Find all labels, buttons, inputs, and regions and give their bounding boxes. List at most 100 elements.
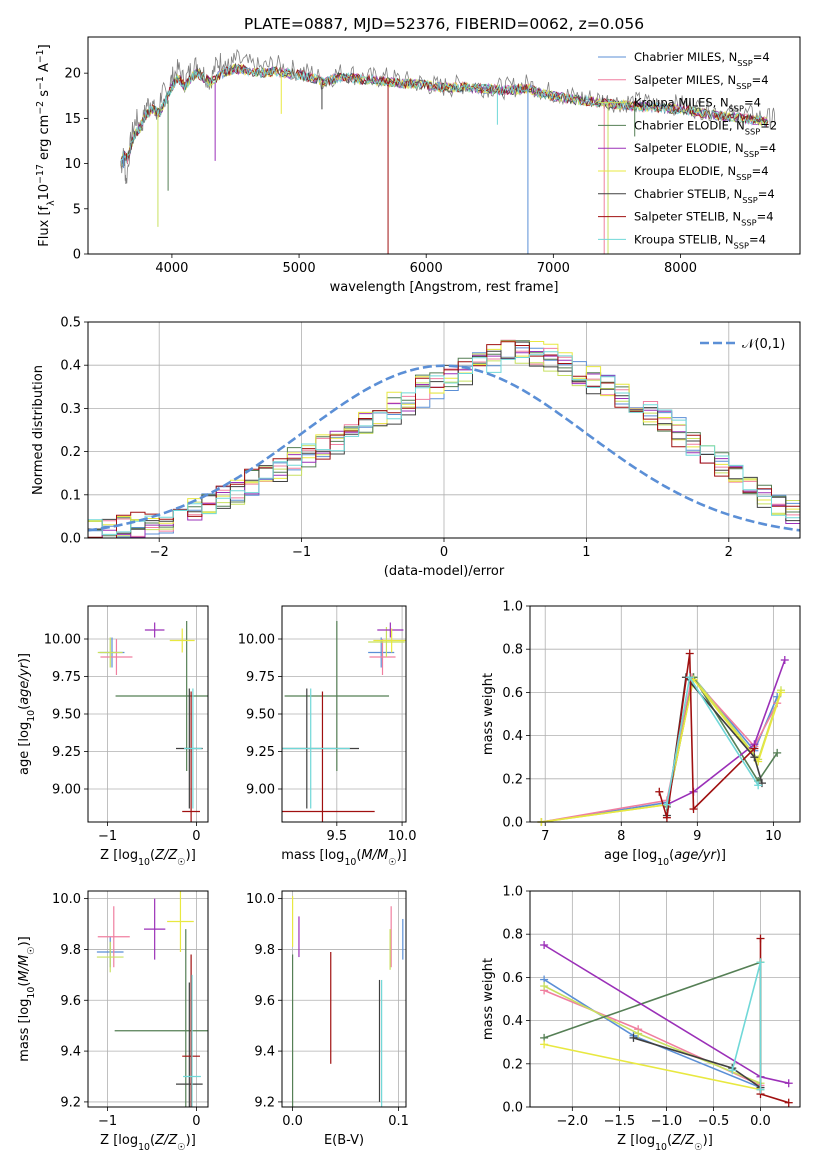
y-tick-label: 0.0 [60,532,81,547]
x-tick-label: 4000 [155,261,188,276]
y-tick-label: 0.2 [502,772,523,787]
x-tick-label: 0.1 [388,1114,409,1129]
axes-frame [87,36,801,255]
panel-weight-vs-age: 7 8 9 10 0.0 0.2 0.4 0.6 0.8 1.0 age [log10(age/yr… [481,600,801,868]
y-tick-label: 0.6 [502,686,523,701]
legend-label: Salpeter ELODIE, NSSP=4 [634,141,776,159]
x-axis-title: Z [log10(Z/Z☉)] [100,848,196,868]
y-axis-title: mass weight [481,673,496,755]
panel-mass-vs-z: −1 0 9.2 9.4 9.6 9.8 10.0 Z [log10(Z/Z☉)] mass [… [17,890,209,1153]
y-tick-label: 0.1 [60,488,81,503]
y-tick-label: 20 [64,67,81,82]
axes-frame [87,605,209,823]
y-axis-title: Normed distribution [31,365,46,495]
x-axis-title: mass [log10(M/M☉)] [281,848,407,868]
legend-label: 𝒩(0,1) [742,337,785,352]
panel-residuals: −2 −1 0 1 2 0.0 0.1 0.2 0.3 0.4 0.5 (data-model)/er… [31,316,801,579]
x-tick-label: 0 [192,1114,200,1129]
histogram-step [88,347,800,538]
x-tick-label: 9 [693,829,701,844]
y-tick-label: 9.50 [246,708,275,723]
y-tick-label: 9.25 [246,745,275,760]
x-tick-label: 10 [765,829,782,844]
y-tick-label: 0.8 [502,643,523,658]
x-tick-label: −1 [98,1114,117,1129]
histogram-step [88,351,800,535]
x-axis-title: age [log10(age/yr)] [604,848,726,868]
y-tick-label: 0.2 [502,1057,523,1072]
y-tick-label: 0.8 [502,928,523,943]
y-tick-label: 9.6 [60,994,81,1009]
y-tick-label: 1.0 [502,885,523,900]
x-tick-label: −2.0 [557,1114,589,1129]
y-tick-label: 10.00 [44,633,81,648]
legend-label: Chabrier MILES, NSSP=4 [634,50,770,68]
panel-weight-vs-z: −2.0 −1.5 −1.0 −0.5 0.0 0.0 0.2 0.4 0.6 0.8 1.0 Z [… [481,885,801,1153]
y-tick-label: 9.00 [246,783,275,798]
axes-frame [529,890,801,1108]
x-tick-label: 0 [440,545,448,560]
y-tick-label: 0.4 [502,1014,523,1029]
x-axis-title: Z [log10(Z/Z☉)] [617,1133,713,1153]
weight-line [543,962,762,1089]
x-axis-title: wavelength [Angstrom, rest frame] [330,280,559,295]
y-tick-label: 9.25 [52,745,81,760]
observed-spectrum-line [120,48,776,185]
y-tick-label: 0.3 [60,402,81,417]
y-tick-label: 9.4 [60,1045,81,1060]
model-spectrum-line [120,64,769,167]
y-tick-label: 9.6 [254,994,275,1009]
x-axis-title: (data-model)/error [384,564,505,579]
panel-spectrum: 4000 5000 6000 7000 8000 0 5 10 15 20 wavelength [… [35,36,801,295]
x-tick-label: 10.0 [388,829,417,844]
x-tick-label: −1 [98,829,117,844]
x-tick-label: −1.0 [651,1114,683,1129]
weight-line [541,675,778,822]
weight-line [543,989,761,1087]
y-tick-label: 9.2 [60,1095,81,1110]
x-tick-label: −2 [150,545,169,560]
y-tick-label: 0 [73,248,81,263]
x-tick-label: 6000 [410,261,443,276]
x-tick-label: 8 [617,829,625,844]
y-tick-label: 10.00 [238,633,275,648]
axes-frame [529,605,801,823]
y-tick-label: 0.6 [502,971,523,986]
y-tick-label: 9.50 [52,708,81,723]
y-tick-label: 1.0 [502,600,523,615]
axes-frame [281,605,407,823]
y-tick-label: 0.4 [60,359,81,374]
y-tick-label: 10 [64,157,81,172]
y-tick-label: 9.75 [52,670,81,685]
y-axis-title: Flux [fλ10−17 erg cm−2 s−1 A−1] [35,44,57,246]
x-tick-label: −0.5 [698,1114,730,1129]
legend-label: Salpeter MILES, NSSP=4 [634,73,769,91]
x-tick-label: 2 [725,545,733,560]
y-axis-title: mass weight [481,958,496,1040]
y-tick-label: 9.8 [60,943,81,958]
y-axis-title: age [log10(age/yr)] [17,653,37,775]
weight-line [541,675,778,822]
x-tick-label: 9.5 [326,829,347,844]
x-axis-title: E(B-V) [324,1133,364,1148]
legend-label: Kroupa MILES, NSSP=4 [634,96,761,114]
y-tick-label: 9.00 [52,783,81,798]
x-tick-label: 7 [541,829,549,844]
legend-label: Kroupa STELIB, NSSP=4 [634,232,766,250]
y-tick-label: 0.2 [60,445,81,460]
axes-frame [87,890,209,1108]
y-tick-label: 0.4 [502,729,523,744]
x-tick-label: 1 [582,545,590,560]
y-tick-label: 5 [73,202,81,217]
x-tick-label: 8000 [664,261,697,276]
legend-label: Kroupa ELODIE, NSSP=4 [634,164,769,182]
weight-line [666,659,786,806]
legend-label: Chabrier STELIB, NSSP=4 [634,187,775,205]
axes-frame [281,890,407,1108]
y-tick-label: 9.8 [254,943,275,958]
y-tick-label: 15 [64,112,81,127]
y-axis-title: mass [log10(M/M☉)] [17,936,37,1062]
figure-title: PLATE=0887, MJD=52376, FIBERID=0062, z=0… [244,15,644,33]
y-tick-label: 0.0 [502,1101,523,1116]
